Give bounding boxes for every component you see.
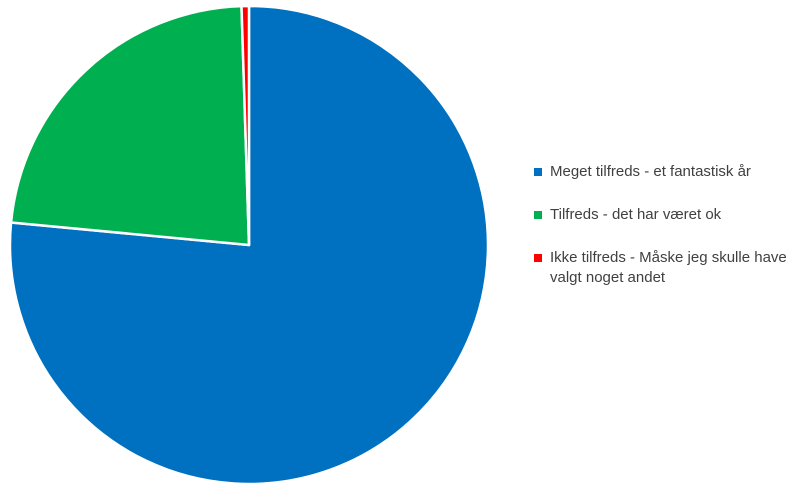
pie-slice-meget-tilfreds bbox=[8, 4, 490, 483]
legend-item-meget-tilfreds: Meget tilfreds - et fantastisk år bbox=[534, 162, 799, 182]
legend-swatch bbox=[534, 168, 542, 176]
legend-label: Ikke tilfreds - Måske jeg skulle have va… bbox=[550, 249, 787, 286]
pie-slice-ikke-tilfreds bbox=[240, 4, 251, 247]
pie-slices bbox=[8, 4, 490, 483]
legend-label: Tilfreds - det har været ok bbox=[550, 206, 722, 223]
legend-label: Meget tilfreds - et fantastisk år bbox=[550, 163, 751, 180]
legend-item-ikke-tilfreds: Ikke tilfreds - Måske jeg skulle have va… bbox=[534, 248, 799, 288]
legend-swatch bbox=[534, 254, 542, 262]
legend-swatch bbox=[534, 211, 542, 219]
chart-legend: Meget tilfreds - et fantastisk år Tilfre… bbox=[534, 162, 799, 311]
legend-item-tilfreds: Tilfreds - det har været ok bbox=[534, 205, 799, 225]
pie-slice-tilfreds bbox=[9, 4, 251, 247]
